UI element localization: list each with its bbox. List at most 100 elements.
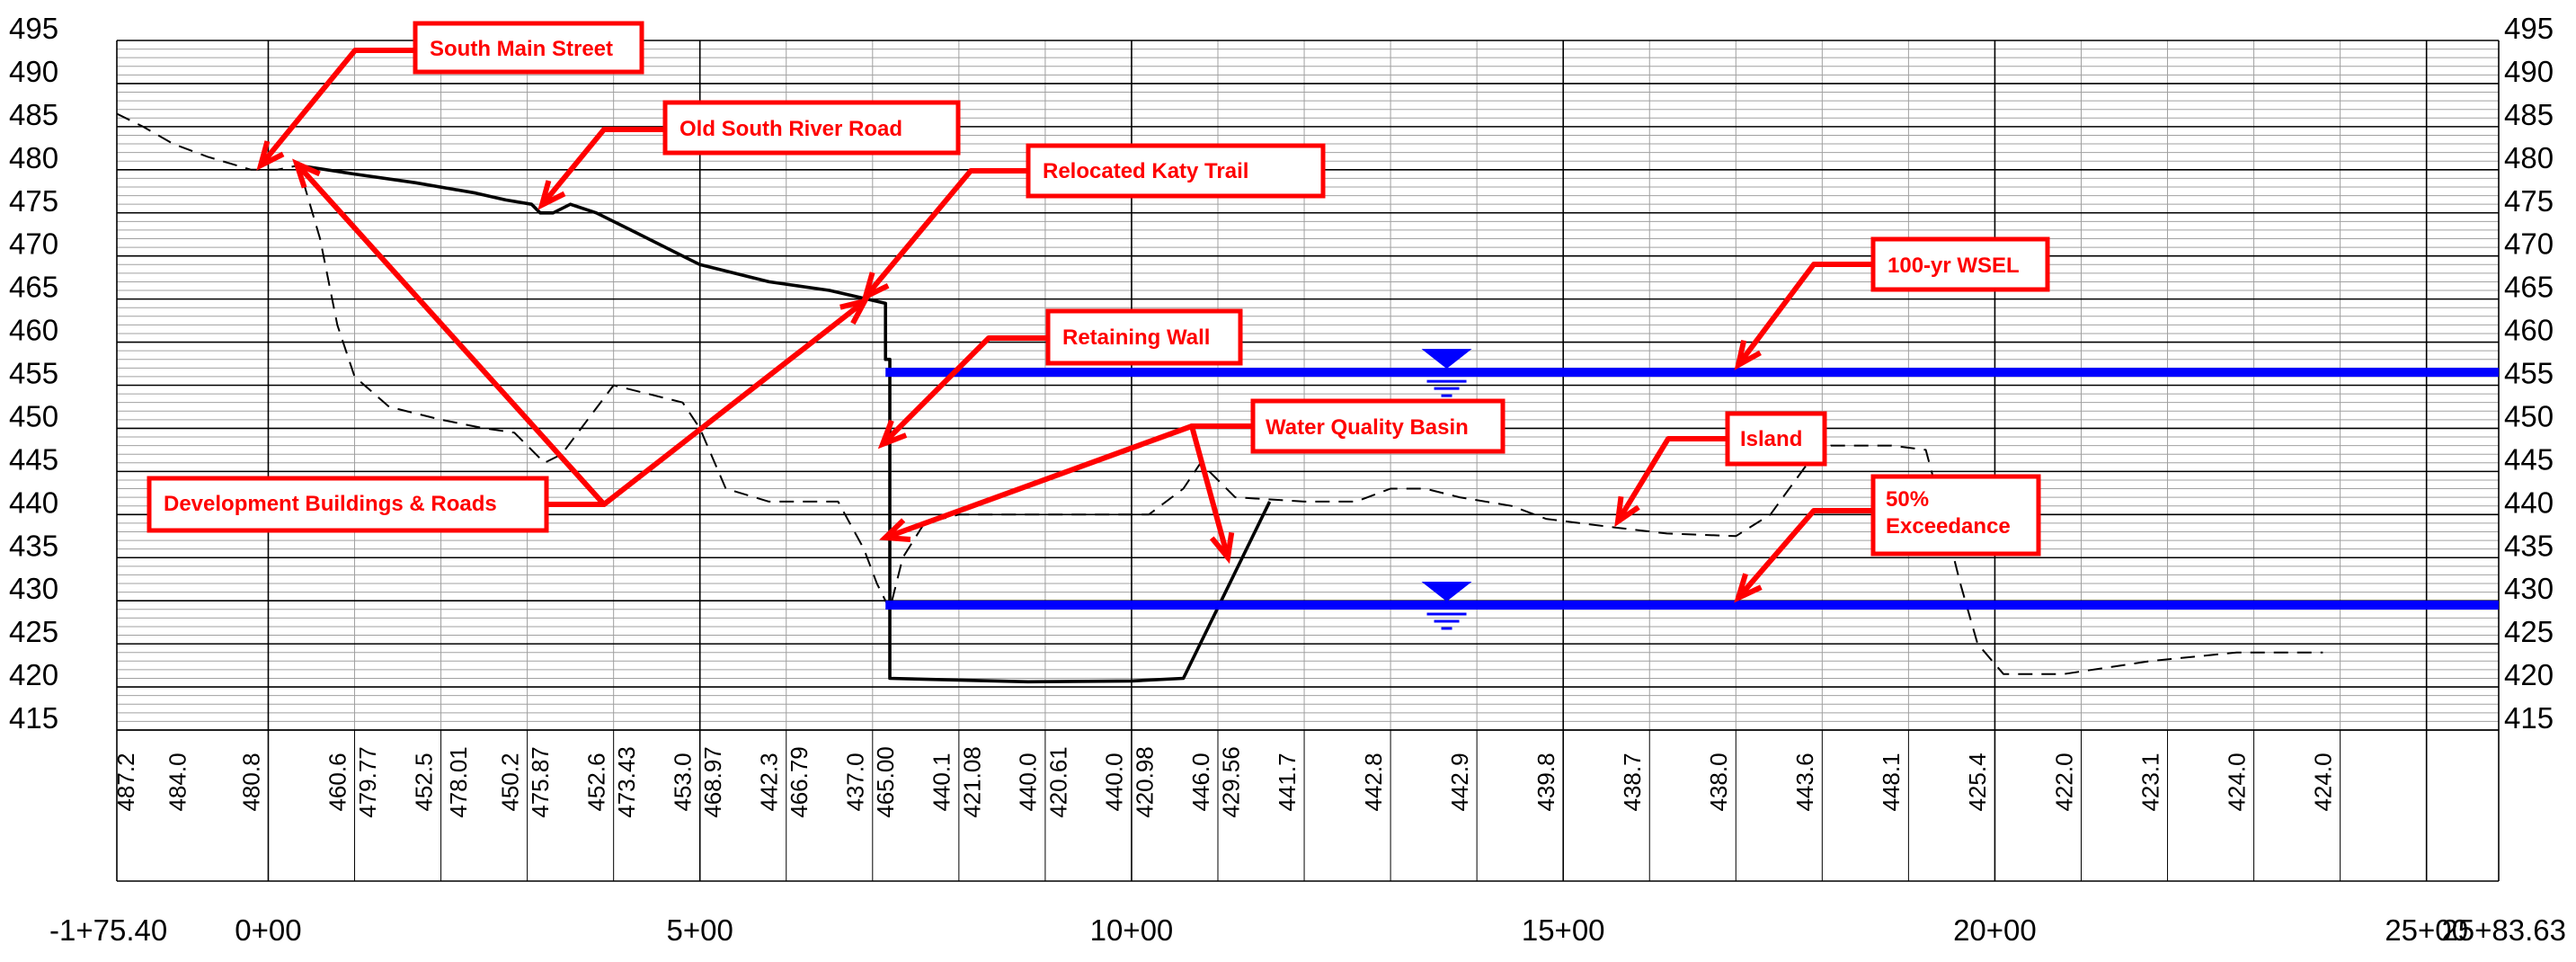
elevation-value: 420.61 [1044,746,1071,818]
elevation-label-left: 440 [9,485,58,519]
elevation-value: 425.4 [1964,753,1991,811]
elevation-value: 446.0 [1187,753,1214,811]
elevation-label-left: 465 [9,271,58,304]
elevation-value: 448.1 [1878,753,1905,811]
elevation-label-right: 435 [2504,529,2554,562]
callout-leader [294,161,607,507]
callout-label: Exceedance [1886,514,2011,539]
callout-50-exceedance: 50% Exceedance [1870,474,2041,557]
station-label: -1+75.40 [49,913,167,947]
elevation-label-left: 460 [9,314,58,347]
elevation-label-right: 455 [2504,357,2554,390]
callout-south-main-street: South Main Street [413,21,644,75]
elevation-value: 439.8 [1532,753,1559,811]
callout-arrowhead [879,518,911,542]
elevation-label-right: 495 [2504,12,2554,45]
callout-retaining-wall: Retaining Wall [1045,308,1243,366]
elevation-label-right: 470 [2504,227,2554,261]
elevation-label-right: 475 [2504,184,2554,218]
elevation-label-right: 430 [2504,572,2554,605]
elevation-label-left: 445 [9,442,58,476]
elevation-value: 440.0 [1015,753,1042,811]
callout-leader [1736,262,1873,367]
station-label: 5+00 [667,913,733,947]
callout-label: Old South River Road [680,117,902,141]
callout-leader [539,127,665,207]
callout-leader [1736,508,1873,600]
elevation-axis-left: 495 490 485 480 475 470 465 460 455 450 445 440 435 4… [9,12,58,735]
elevation-value: 442.3 [756,753,783,811]
callout-leader [1615,436,1728,523]
callout-arrowhead [1734,340,1762,370]
callout-old-south-river-road: Old South River Road [662,100,961,156]
callout-arrowhead [1209,531,1235,565]
elevation-value: 460.6 [324,753,351,811]
elevation-value: 429.56 [1217,746,1244,818]
elevation-value: 438.0 [1705,753,1732,811]
elevation-value: 468.97 [699,746,726,818]
elevation-label-left: 430 [9,572,58,605]
elevation-label-right: 440 [2504,485,2554,519]
elevation-label-left: 415 [9,701,58,735]
elevation-axis-right: 495 490 485 480 475 470 465 460 455 450 445 440 435 4… [2504,12,2554,735]
elevation-value: 421.08 [958,746,985,818]
callout-leader [863,168,1028,298]
elevation-value: 452.6 [582,753,609,811]
elevation-value: 442.9 [1446,753,1473,811]
elevation-label-right: 415 [2504,701,2554,735]
elevation-value: 424.0 [2309,753,2336,811]
elevation-label-left: 450 [9,399,58,432]
callout-label: Island [1740,427,1802,451]
proposed-grade-line [298,164,1272,684]
callout-label: 50% [1886,487,1929,512]
callout-label: Retaining Wall [1062,325,1210,350]
existing-ground-line [116,112,2323,675]
callout-label: Water Quality Basin [1266,415,1469,440]
station-label: 10+00 [1090,913,1174,947]
elevation-label-left: 470 [9,227,58,261]
elevation-value: 440.0 [1101,753,1128,811]
profile-lines [116,112,2323,684]
elevation-label-left: 420 [9,658,58,691]
elevation-label-right: 420 [2504,658,2554,691]
water-surface-symbol [1421,581,1472,601]
elevation-label-right: 490 [2504,55,2554,88]
elevation-value: 420.98 [1131,746,1158,818]
elevation-label-left: 435 [9,529,58,562]
elevation-label-left: 495 [9,12,58,45]
elevation-label-right: 485 [2504,98,2554,131]
callout-leader [1189,423,1253,558]
callout-arrowhead [1734,573,1763,603]
callout-arrowhead [256,140,285,171]
elevation-value: 437.0 [842,753,869,811]
elevation-value: 478.01 [445,746,472,818]
callout-arrowhead [537,180,566,210]
elevation-value: 487.2 [112,753,139,811]
major-grid [116,40,2500,882]
callout-leader [880,335,1048,447]
callout-leader [258,48,415,167]
elevation-label-left: 480 [9,141,58,174]
callout-arrowhead [839,297,870,325]
callout-label: Development Buildings & Roads [164,492,497,516]
callout-arrowhead [1614,495,1640,528]
station-label: 15+00 [1522,913,1605,947]
elevation-label-left: 455 [9,357,58,390]
callout-island: Island [1725,411,1827,467]
elevation-value: 453.0 [670,753,697,811]
callout-label: South Main Street [430,37,613,61]
callout-arrowhead [877,419,908,450]
elevation-label-left: 485 [9,98,58,131]
elevation-value: 443.6 [1791,753,1818,811]
station-label: 25+00 [2385,913,2468,947]
elevation-value: 475.87 [527,746,554,818]
callout-100yr-wsel: 100-yr WSEL [1870,236,2050,292]
elevation-value: 424.0 [2223,753,2250,811]
station-label: 20+00 [1953,913,2037,947]
elevation-value: 465.00 [872,746,899,818]
elevation-label-right: 425 [2504,615,2554,648]
elevation-label-right: 450 [2504,399,2554,432]
callout-development-buildings-roads: Development Buildings & Roads [147,476,549,533]
callout-arrows [256,48,1873,603]
